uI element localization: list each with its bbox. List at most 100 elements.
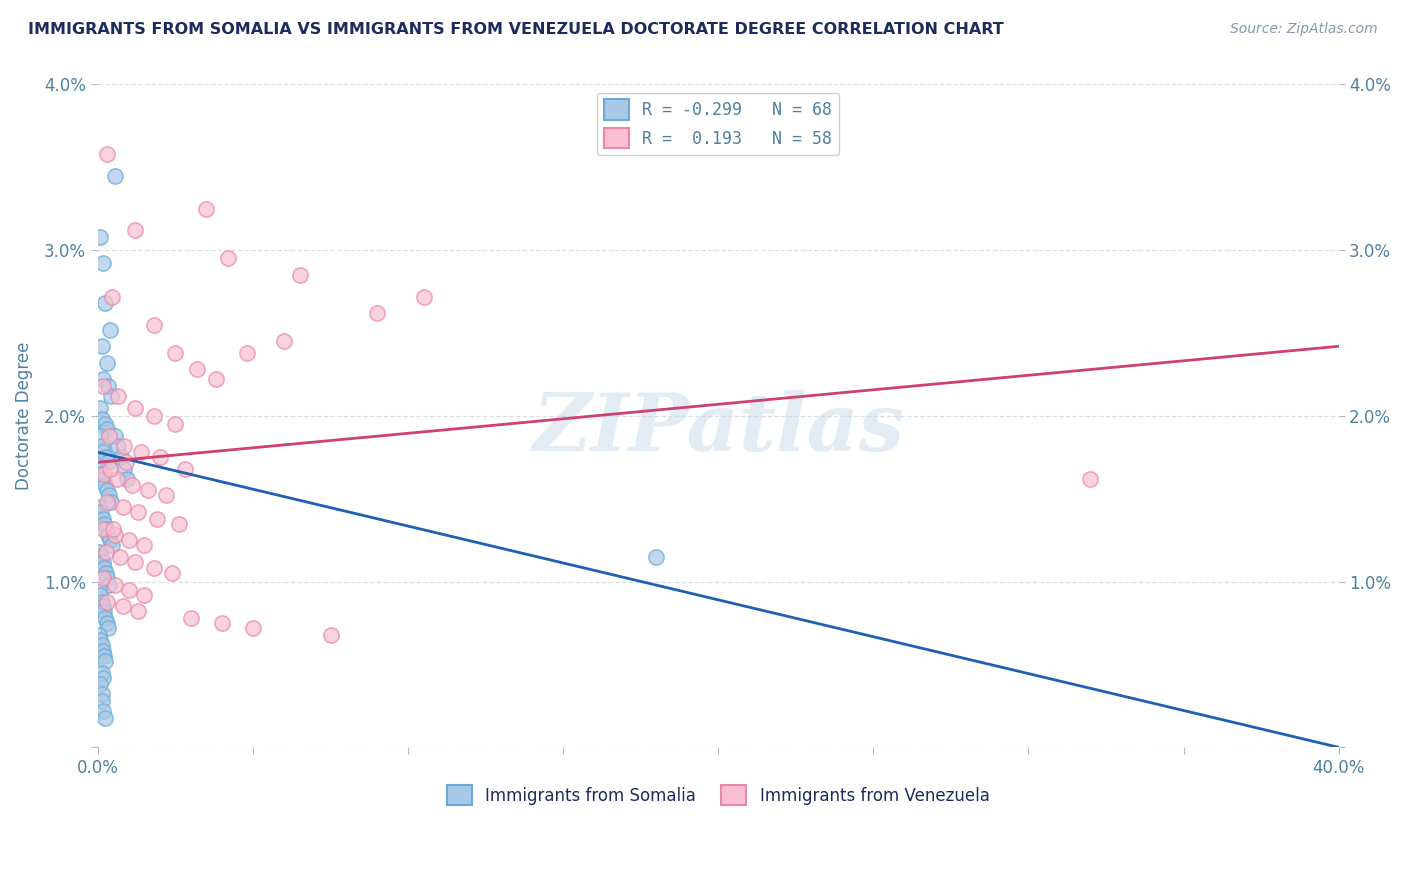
Point bbox=[89, 545, 111, 559]
Point bbox=[412, 289, 434, 303]
Point bbox=[167, 516, 190, 531]
Point bbox=[100, 389, 122, 403]
Point bbox=[93, 710, 115, 724]
Point bbox=[93, 296, 115, 310]
Point bbox=[93, 372, 115, 386]
Point bbox=[90, 687, 112, 701]
Point bbox=[90, 339, 112, 353]
Point bbox=[108, 549, 131, 564]
Point bbox=[155, 488, 177, 502]
Point bbox=[131, 445, 153, 459]
Point bbox=[91, 644, 114, 658]
Point bbox=[142, 409, 165, 423]
Point bbox=[93, 467, 115, 481]
Point bbox=[90, 467, 112, 481]
Point bbox=[180, 611, 202, 625]
Point bbox=[89, 677, 111, 691]
Point bbox=[118, 582, 141, 597]
Point bbox=[146, 511, 169, 525]
Point bbox=[96, 495, 118, 509]
Point bbox=[94, 450, 117, 465]
Point bbox=[90, 594, 112, 608]
Point bbox=[96, 571, 118, 585]
Point bbox=[94, 611, 117, 625]
Point bbox=[105, 472, 128, 486]
Point bbox=[104, 578, 127, 592]
Point bbox=[186, 362, 208, 376]
Point bbox=[104, 429, 127, 443]
Point bbox=[93, 604, 115, 618]
Point bbox=[107, 439, 129, 453]
Point bbox=[149, 450, 172, 465]
Point bbox=[93, 478, 115, 492]
Point bbox=[134, 538, 156, 552]
Point bbox=[124, 401, 146, 415]
Point bbox=[94, 522, 117, 536]
Point bbox=[103, 522, 125, 536]
Point bbox=[90, 439, 112, 453]
Point bbox=[366, 306, 388, 320]
Point bbox=[89, 429, 111, 443]
Point bbox=[97, 455, 120, 469]
Point bbox=[124, 223, 146, 237]
Point bbox=[142, 318, 165, 332]
Point bbox=[96, 483, 118, 498]
Point bbox=[195, 202, 218, 216]
Point bbox=[96, 422, 118, 436]
Point bbox=[112, 462, 135, 476]
Point bbox=[111, 599, 134, 614]
Point bbox=[96, 147, 118, 161]
Point bbox=[162, 566, 184, 581]
Point bbox=[319, 627, 342, 641]
Text: Source: ZipAtlas.com: Source: ZipAtlas.com bbox=[1230, 22, 1378, 37]
Point bbox=[114, 455, 136, 469]
Point bbox=[101, 289, 124, 303]
Point bbox=[100, 495, 122, 509]
Point bbox=[89, 401, 111, 415]
Point bbox=[110, 450, 132, 465]
Point bbox=[96, 594, 118, 608]
Point bbox=[173, 462, 195, 476]
Point bbox=[98, 323, 121, 337]
Point bbox=[96, 615, 118, 630]
Point bbox=[90, 638, 112, 652]
Point bbox=[94, 566, 117, 581]
Point bbox=[127, 505, 149, 519]
Point bbox=[89, 582, 111, 597]
Y-axis label: Doctorate Degree: Doctorate Degree bbox=[15, 342, 32, 490]
Legend: Immigrants from Somalia, Immigrants from Venezuela: Immigrants from Somalia, Immigrants from… bbox=[440, 778, 995, 812]
Point bbox=[91, 472, 114, 486]
Point bbox=[94, 545, 117, 559]
Point bbox=[90, 665, 112, 680]
Point bbox=[90, 549, 112, 564]
Point bbox=[98, 533, 121, 548]
Point bbox=[93, 649, 115, 664]
Point bbox=[91, 555, 114, 569]
Point bbox=[91, 571, 114, 585]
Point bbox=[90, 505, 112, 519]
Point bbox=[104, 169, 127, 183]
Point bbox=[204, 372, 226, 386]
Point bbox=[107, 389, 129, 403]
Point bbox=[142, 561, 165, 575]
Point bbox=[112, 439, 135, 453]
Point bbox=[89, 632, 111, 647]
Point bbox=[165, 346, 187, 360]
Point bbox=[118, 533, 141, 548]
Point bbox=[236, 346, 259, 360]
Point bbox=[89, 588, 111, 602]
Point bbox=[97, 429, 120, 443]
Point bbox=[121, 478, 143, 492]
Point bbox=[101, 538, 124, 552]
Point bbox=[273, 334, 295, 349]
Point bbox=[91, 511, 114, 525]
Point bbox=[111, 500, 134, 514]
Point bbox=[136, 483, 159, 498]
Point bbox=[89, 500, 111, 514]
Point bbox=[645, 549, 668, 564]
Point bbox=[91, 256, 114, 270]
Point bbox=[93, 516, 115, 531]
Point bbox=[91, 694, 114, 708]
Point bbox=[89, 462, 111, 476]
Point bbox=[96, 356, 118, 370]
